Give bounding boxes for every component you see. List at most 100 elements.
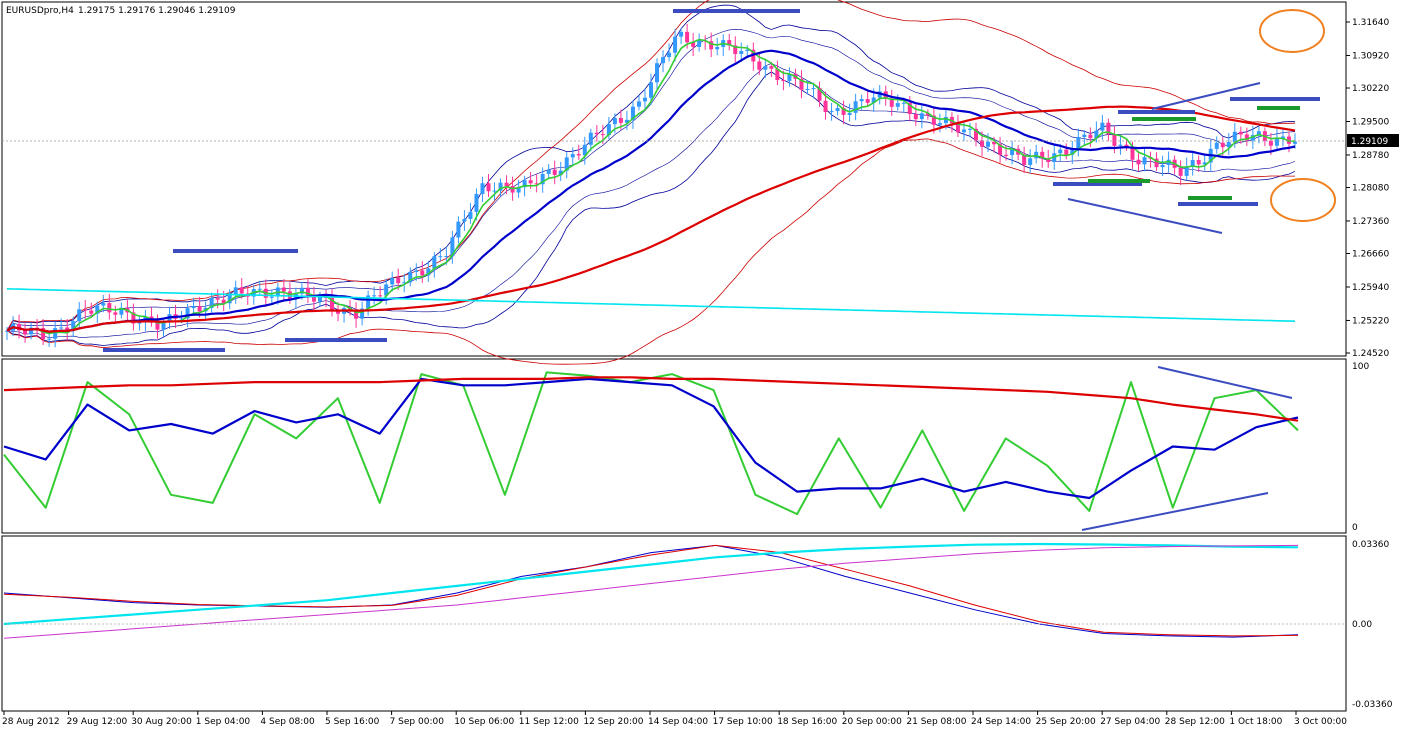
candle-body <box>739 51 744 54</box>
candle-body <box>257 288 262 290</box>
candle-body <box>835 108 840 112</box>
candle-body <box>576 154 581 156</box>
candle-body <box>1028 158 1033 165</box>
candle-body <box>480 183 485 194</box>
candle-body <box>131 312 136 324</box>
price-tick-label: 1.25940 <box>1352 283 1389 293</box>
outer-lower-band <box>6 138 1295 365</box>
candle-body <box>83 309 88 311</box>
candle-body <box>769 66 774 69</box>
candle-body <box>53 328 58 339</box>
ma-mid <box>6 49 1296 333</box>
candle-body <box>233 287 238 295</box>
candle-body <box>775 68 780 80</box>
candle-body <box>1130 147 1135 160</box>
candle-body <box>667 52 672 58</box>
candle-body <box>71 321 76 331</box>
candle-body <box>1184 166 1189 176</box>
candle-body <box>679 31 684 37</box>
candle-body <box>986 141 991 147</box>
candle-body <box>155 322 160 330</box>
candle-body <box>444 255 449 257</box>
candle-body <box>1244 134 1249 141</box>
candle-body <box>847 112 852 115</box>
candle-body <box>582 144 587 156</box>
time-tick-label: 14 Sep 04:00 <box>648 717 708 727</box>
candle-body <box>787 73 792 81</box>
candle-body <box>528 180 533 184</box>
osc-series-2 <box>3 376 1299 422</box>
candle-body <box>1160 164 1165 168</box>
candle-body <box>137 322 142 324</box>
price-axis: 1.31640 1.30920 1.30220 1.29500 1.28780 1.280… <box>1346 18 1389 359</box>
candle-body <box>685 31 690 43</box>
candle-body <box>396 277 401 284</box>
candle-body <box>1022 154 1027 165</box>
price-tick-label: 1.25220 <box>1352 316 1389 326</box>
time-tick-label: 5 Sep 16:00 <box>325 717 380 727</box>
candle-body <box>727 40 732 46</box>
lower-band-inner <box>6 63 1296 338</box>
candle-body <box>552 169 557 175</box>
highlight-circle <box>1270 178 1336 222</box>
lower-band <box>6 71 1296 346</box>
candle-body <box>649 82 653 98</box>
candle-body <box>673 36 678 53</box>
candle-body <box>486 183 491 192</box>
time-tick-label: 1 Oct 18:00 <box>1229 717 1282 727</box>
osc-tick-label: 0 <box>1352 523 1358 533</box>
candle-body <box>516 187 521 193</box>
candle-body <box>606 124 611 136</box>
candle-body <box>961 129 966 133</box>
candle-body <box>1256 131 1261 136</box>
candle-body <box>564 157 569 171</box>
candle-body <box>642 97 647 102</box>
price-tick-label: 1.31640 <box>1352 18 1389 28</box>
candle-body <box>101 303 106 306</box>
candle-body <box>107 303 112 313</box>
macd-panel <box>1 535 1347 712</box>
candle-body <box>408 272 413 283</box>
candle-body <box>95 305 100 314</box>
candle-body <box>281 287 286 292</box>
candle-body <box>974 128 979 141</box>
candle-body <box>336 310 341 314</box>
candle-body <box>889 98 894 107</box>
candle-body <box>901 102 906 104</box>
annotations <box>103 9 1336 352</box>
candle-body <box>841 108 846 115</box>
candle-body <box>1064 149 1069 155</box>
candle-body <box>1142 157 1147 165</box>
candle-body <box>570 154 575 158</box>
candle-body <box>618 117 623 123</box>
candle-body <box>185 308 190 319</box>
time-tick-label: 28 Sep 12:00 <box>1165 717 1225 727</box>
time-tick-label: 3 Oct 00:00 <box>1294 717 1347 727</box>
candle-body <box>546 169 551 174</box>
ohlc-label: 1.29175 1.29176 1.29046 1.29109 <box>78 6 236 16</box>
candle-body <box>594 132 599 135</box>
candle-body <box>1196 160 1201 165</box>
time-tick-label: 28 Aug 2012 <box>2 717 60 727</box>
candle-body <box>305 287 310 296</box>
candle-body <box>998 144 1003 155</box>
candle-body <box>1238 131 1243 135</box>
candle-body <box>498 182 503 191</box>
candle-body <box>1154 158 1159 168</box>
candle-body <box>119 307 124 315</box>
candle-body <box>239 287 244 294</box>
osc-tick-label: 100 <box>1352 362 1369 372</box>
time-tick-label: 11 Sep 12:00 <box>519 717 579 727</box>
candle-body <box>1280 136 1285 139</box>
candle-body <box>661 57 666 64</box>
candle-body <box>197 306 202 312</box>
candle-body <box>1268 140 1273 146</box>
macd-tick-label: -0.03360 <box>1352 700 1393 710</box>
price-tick-label: 1.24520 <box>1352 349 1389 359</box>
candle-body <box>384 284 389 296</box>
candle-body <box>1226 142 1231 148</box>
candle-body <box>600 134 605 136</box>
candle-body <box>817 88 822 101</box>
candle-body <box>691 42 696 47</box>
